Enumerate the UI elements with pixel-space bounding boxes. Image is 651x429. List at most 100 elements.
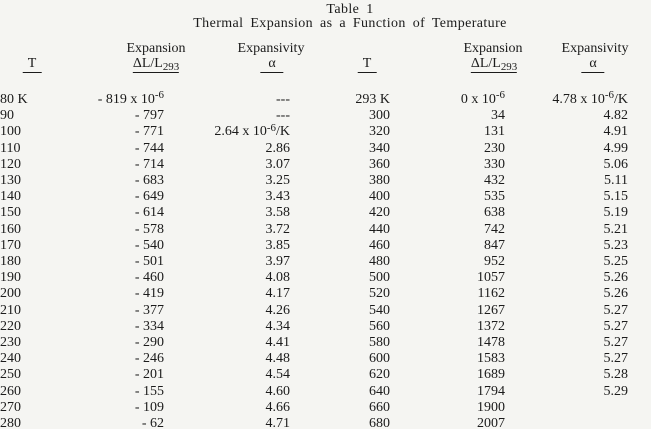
- expansion-value: - 578: [134, 221, 164, 237]
- expansivity-value: 4.41: [265, 335, 291, 351]
- expansivity-value: 5.06: [603, 156, 629, 172]
- expansivity-value: 4.82: [603, 108, 629, 124]
- column-header-expansivity-left: Expansivity: [237, 41, 305, 56]
- expansivity-value: 5.27: [603, 351, 629, 367]
- expansivity-value: 4.17: [265, 286, 291, 302]
- expansivity-value: 5.28: [603, 367, 629, 383]
- expansion-value: - 419: [134, 286, 164, 302]
- t-value: 280: [0, 416, 21, 429]
- table-row: 150 - 614 3.58 420 638 5.19: [0, 205, 628, 221]
- table-row: 90 - 797 --- 300 34 4.82: [0, 108, 628, 124]
- t-value: 380: [369, 173, 390, 189]
- t-value: 240: [0, 351, 21, 367]
- t-value: 540: [369, 302, 390, 318]
- expansivity-value: 4.78 x 10-6/K: [552, 89, 628, 107]
- expansion-value: 0 x 10-6: [460, 89, 505, 107]
- expansion-value: 1057: [477, 270, 505, 286]
- table-row: 110 - 744 2.86 340 230 4.99: [0, 141, 628, 157]
- t-value: 420: [369, 205, 390, 221]
- expansion-value: 131: [484, 124, 505, 140]
- t-value: 300: [369, 108, 390, 124]
- expansivity-value: 3.72: [265, 221, 291, 237]
- expansivity-value: 5.21: [603, 221, 629, 237]
- table-body: 80 K - 819 x 10-6 --- 293 K 0 x 10-6 4.78 x 1…: [0, 89, 629, 429]
- t-value: 230: [0, 335, 21, 351]
- column-header-expansion-left: Expansion: [126, 41, 186, 56]
- expansion-value: 1900: [477, 399, 505, 415]
- column-header-alpha-symbol-right: α: [581, 57, 605, 73]
- expansion-value: 1794: [477, 383, 505, 399]
- table-row: 130 - 683 3.25 380 432 5.11: [0, 173, 628, 189]
- expansion-value: 1583: [477, 351, 505, 367]
- expansivity-value: 4.71: [265, 416, 291, 429]
- t-value: 520: [369, 286, 390, 302]
- t-value: 440: [369, 221, 390, 237]
- expansion-value: - 246: [134, 351, 164, 367]
- expansion-value: - 683: [134, 173, 164, 189]
- expansion-value: 638: [484, 205, 505, 221]
- column-header-expansivity-right: Expansivity: [561, 41, 629, 56]
- t-value: 293 K: [355, 92, 390, 107]
- t-value: 260: [0, 383, 21, 399]
- expansion-value: - 540: [134, 237, 164, 253]
- expansion-value: 1478: [477, 335, 505, 351]
- expansivity-value: 4.91: [603, 124, 629, 140]
- expansion-value: - 771: [134, 124, 164, 140]
- t-value: 460: [369, 237, 390, 253]
- table-row: 200 - 419 4.17 520 1162 5.26: [0, 286, 628, 302]
- expansivity-value: 4.48: [265, 351, 291, 367]
- t-value: 170: [0, 237, 21, 253]
- table-row: 270 - 109 4.66 660 1900: [0, 400, 628, 416]
- expansivity-value: 5.25: [603, 254, 629, 270]
- expansion-value: - 201: [134, 367, 164, 383]
- t-value: 660: [369, 399, 390, 415]
- expansion-value: - 334: [134, 318, 164, 334]
- table-row: 140 - 649 3.43 400 535 5.15: [0, 189, 628, 205]
- t-value: 210: [0, 302, 21, 318]
- expansion-value: - 109: [134, 399, 164, 415]
- expansivity-value: 4.26: [265, 302, 291, 318]
- t-value: 600: [369, 351, 390, 367]
- expansivity-value: 2.64 x 10-6/K: [214, 121, 290, 140]
- table-row: 260 - 155 4.60 640 1794 5.29: [0, 384, 628, 400]
- t-value: 140: [0, 189, 21, 205]
- table-row: 230 - 290 4.41 580 1478 5.27: [0, 335, 628, 351]
- table-subtitle: Thermal Expansion as a Function of Tempe…: [193, 16, 507, 31]
- expansion-value: - 377: [134, 302, 164, 318]
- table-title: Table 1: [326, 2, 374, 17]
- t-value: 120: [0, 156, 21, 172]
- expansivity-value: 4.54: [265, 367, 291, 383]
- expansivity-value: 5.27: [603, 302, 629, 318]
- expansion-value: - 62: [141, 416, 164, 429]
- table-row: 120 - 714 3.07 360 330 5.06: [0, 157, 628, 173]
- t-value: 130: [0, 173, 21, 189]
- column-header-expansion-right: Expansion: [463, 41, 523, 56]
- expansion-value: - 501: [134, 254, 164, 270]
- expansivity-value: 5.26: [603, 270, 629, 286]
- t-value: 220: [0, 318, 21, 334]
- t-value: 100: [0, 124, 21, 140]
- t-value: 150: [0, 205, 21, 221]
- expansion-value: - 649: [134, 189, 164, 205]
- t-value: 110: [0, 140, 21, 156]
- table-row: 180 - 501 3.97 480 952 5.25: [0, 254, 628, 270]
- expansivity-value: [505, 400, 628, 416]
- t-value: 480: [369, 254, 390, 270]
- t-value: 560: [369, 318, 390, 334]
- t-value: 320: [369, 124, 390, 140]
- expansion-value: - 744: [134, 140, 164, 156]
- expansion-value: 34: [491, 108, 505, 124]
- expansivity-value: 5.27: [603, 335, 629, 351]
- expansion-value: 432: [484, 173, 505, 189]
- expansivity-value: 3.25: [265, 173, 291, 189]
- expansivity-value: 5.11: [604, 173, 628, 189]
- expansion-value: 952: [484, 254, 505, 270]
- t-value: 270: [0, 399, 21, 415]
- expansivity-value: 5.19: [603, 205, 629, 221]
- table-row: 250 - 201 4.54 620 1689 5.28: [0, 367, 628, 383]
- expansivity-value: 4.08: [265, 270, 291, 286]
- expansion-value: - 797: [134, 108, 164, 124]
- table-row: 220 - 334 4.34 560 1372 5.27: [0, 319, 628, 335]
- expansion-value: 535: [484, 189, 505, 205]
